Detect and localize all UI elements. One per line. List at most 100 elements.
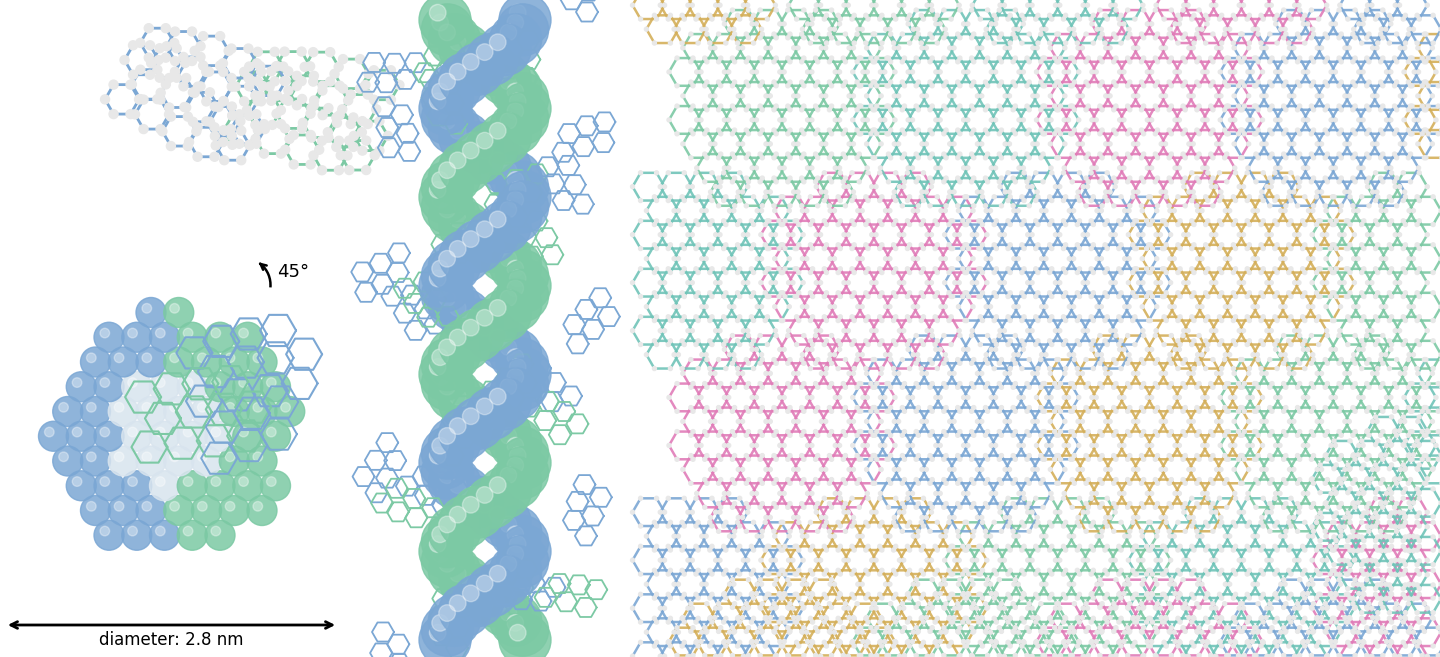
Circle shape — [922, 17, 926, 21]
Circle shape — [248, 446, 276, 476]
Circle shape — [1354, 334, 1356, 338]
Circle shape — [1331, 644, 1335, 648]
Circle shape — [1246, 219, 1250, 223]
Circle shape — [985, 605, 989, 610]
Circle shape — [1139, 602, 1143, 606]
Circle shape — [736, 142, 740, 146]
Circle shape — [1404, 195, 1407, 199]
Circle shape — [752, 596, 756, 600]
Circle shape — [901, 233, 906, 237]
Circle shape — [1020, 195, 1024, 199]
Circle shape — [1267, 629, 1272, 633]
Circle shape — [922, 267, 926, 271]
Circle shape — [703, 180, 707, 184]
Circle shape — [710, 219, 714, 223]
Circle shape — [1292, 467, 1296, 472]
Circle shape — [998, 180, 1001, 184]
Circle shape — [942, 334, 946, 338]
Circle shape — [370, 95, 379, 104]
Circle shape — [1117, 443, 1122, 447]
Circle shape — [685, 328, 690, 332]
Circle shape — [992, 243, 996, 247]
Circle shape — [1365, 132, 1369, 136]
Circle shape — [1181, 84, 1185, 88]
Circle shape — [1310, 305, 1315, 309]
Circle shape — [243, 44, 253, 53]
Circle shape — [1346, 342, 1349, 346]
Circle shape — [462, 575, 480, 592]
Circle shape — [786, 409, 791, 413]
Circle shape — [998, 185, 1002, 189]
Circle shape — [1211, 602, 1215, 606]
Circle shape — [1417, 70, 1420, 74]
Circle shape — [1100, 357, 1104, 361]
Circle shape — [815, 60, 819, 64]
Circle shape — [1354, 505, 1356, 509]
Circle shape — [945, 405, 948, 409]
Circle shape — [880, 467, 883, 472]
Circle shape — [1092, 596, 1096, 600]
Circle shape — [1394, 606, 1397, 610]
Circle shape — [778, 166, 782, 170]
Circle shape — [1139, 629, 1143, 633]
Circle shape — [1145, 396, 1149, 399]
Circle shape — [775, 180, 778, 184]
Circle shape — [1168, 108, 1171, 112]
Circle shape — [1117, 166, 1122, 170]
Circle shape — [1195, 453, 1200, 457]
Circle shape — [1253, 84, 1257, 88]
Circle shape — [763, 616, 768, 620]
Circle shape — [763, 568, 768, 572]
Circle shape — [256, 68, 265, 76]
Circle shape — [733, 32, 737, 36]
Circle shape — [730, 8, 734, 12]
Circle shape — [891, 616, 896, 620]
Circle shape — [975, 281, 979, 284]
Circle shape — [927, 385, 932, 390]
Circle shape — [897, 510, 901, 514]
Circle shape — [749, 593, 753, 597]
Circle shape — [936, 367, 939, 371]
Circle shape — [1359, 568, 1364, 572]
Circle shape — [811, 267, 815, 271]
Circle shape — [1287, 644, 1290, 648]
Circle shape — [884, 353, 887, 357]
Circle shape — [1104, 171, 1109, 175]
Circle shape — [873, 60, 877, 64]
Circle shape — [1339, 405, 1344, 409]
Circle shape — [1223, 108, 1227, 112]
Circle shape — [638, 572, 642, 576]
Circle shape — [507, 102, 524, 120]
Circle shape — [1404, 367, 1407, 371]
Circle shape — [1086, 382, 1090, 386]
Circle shape — [979, 467, 984, 472]
Circle shape — [1260, 142, 1264, 146]
Circle shape — [449, 122, 467, 139]
Circle shape — [53, 446, 82, 476]
Circle shape — [1329, 118, 1333, 122]
Circle shape — [927, 128, 932, 132]
Circle shape — [989, 118, 994, 122]
Circle shape — [1034, 641, 1038, 645]
Circle shape — [1312, 176, 1316, 180]
Circle shape — [1115, 8, 1117, 12]
Circle shape — [228, 111, 236, 120]
Circle shape — [936, 319, 939, 323]
Circle shape — [1282, 132, 1286, 136]
Circle shape — [1050, 171, 1054, 175]
Circle shape — [170, 27, 180, 36]
Circle shape — [1274, 548, 1279, 552]
Circle shape — [94, 421, 124, 451]
Circle shape — [677, 209, 681, 213]
Circle shape — [760, 176, 765, 180]
Circle shape — [265, 82, 274, 91]
Circle shape — [1338, 104, 1341, 108]
Circle shape — [732, 27, 736, 31]
Circle shape — [153, 95, 161, 104]
Circle shape — [819, 371, 824, 375]
Circle shape — [1401, 342, 1405, 346]
Circle shape — [710, 593, 714, 597]
Circle shape — [449, 300, 467, 316]
Circle shape — [1296, 501, 1299, 506]
Circle shape — [1378, 501, 1382, 506]
